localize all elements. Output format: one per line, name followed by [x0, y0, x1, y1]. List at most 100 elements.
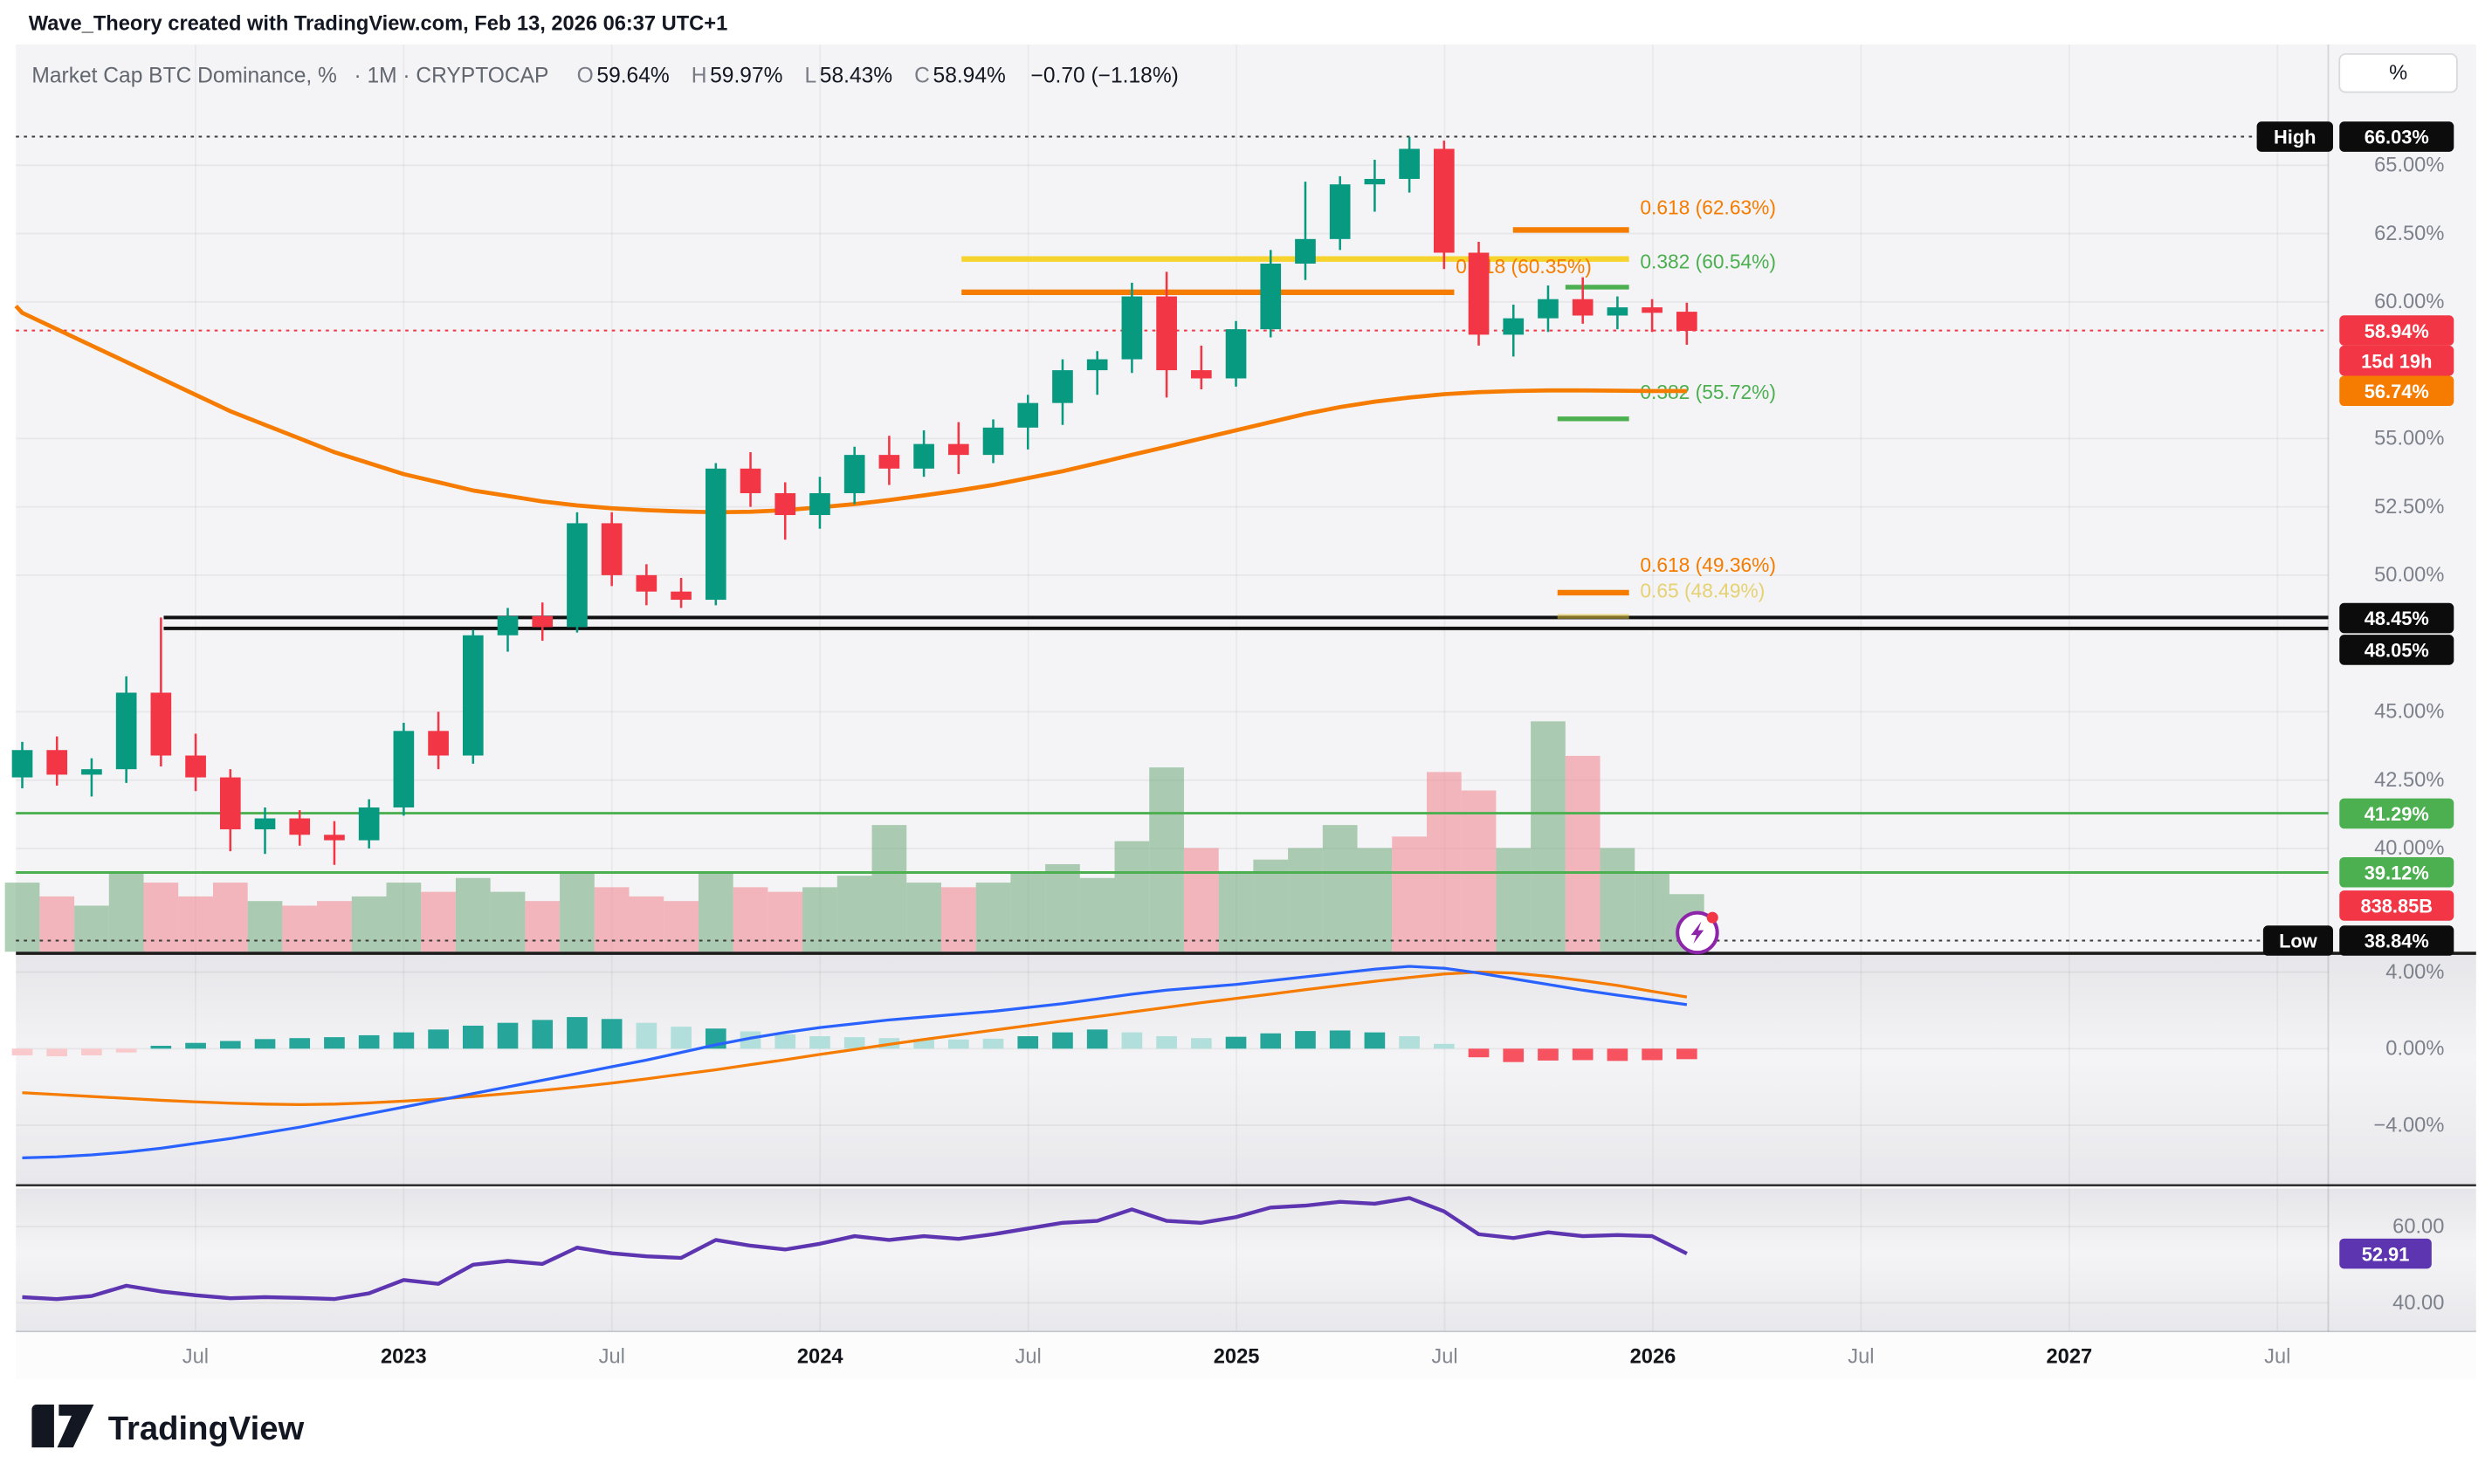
- price-scale-unit-button[interactable]: %: [2338, 52, 2458, 93]
- macd-pane[interactable]: [11, 965, 1697, 1159]
- price-badge-label: 56.74%: [2365, 381, 2429, 402]
- price-tick-label[interactable]: 40.00%: [2374, 837, 2444, 860]
- macd-histogram-bar: [1190, 1038, 1212, 1049]
- unit-button-frame[interactable]: [2338, 52, 2458, 93]
- macd-histogram-bar: [947, 1039, 969, 1049]
- price-tick-label[interactable]: 65.00%: [2374, 155, 2444, 177]
- price-tick-label[interactable]: 45.00%: [2374, 701, 2444, 724]
- price-badge-label: 58.94%: [2365, 320, 2429, 342]
- volume-bar: [1253, 859, 1289, 952]
- macd-histogram-bar: [1121, 1032, 1143, 1049]
- time-axis[interactable]: Jul 2023 Jul 2024 Jul 2025 Jul 2026 Jul 2027 Jul: [182, 1346, 2291, 1369]
- price-badge[interactable]: [2339, 635, 2454, 665]
- boost-icon[interactable]: [1676, 910, 1719, 955]
- tradingview-logo-text: TradingView: [108, 1410, 305, 1447]
- time-axis-label[interactable]: 2025: [1214, 1346, 1260, 1369]
- price-badge[interactable]: [2339, 602, 2454, 634]
- candle-body: [11, 750, 33, 778]
- price-axis[interactable]: 65.00% 62.50% 60.00% 55.00% 52.50% 50.00% 45.0…: [2256, 121, 2454, 1315]
- candle-body: [81, 769, 102, 775]
- volume-bar: [490, 891, 526, 952]
- time-axis-label[interactable]: Jul: [1431, 1346, 1457, 1369]
- price-badge[interactable]: [2339, 798, 2454, 829]
- candle-body: [254, 818, 276, 830]
- price-badge[interactable]: [2339, 375, 2454, 407]
- notification-dot: [1706, 911, 1718, 924]
- macd-histogram-bar: [1607, 1048, 1628, 1061]
- macd-histogram-bar: [1329, 1030, 1351, 1049]
- price-pane-background: [16, 44, 2476, 954]
- macd-histogram-bar: [1572, 1048, 1594, 1061]
- price-badge[interactable]: [2339, 315, 2454, 346]
- volume-bar: [664, 901, 699, 952]
- price-badge[interactable]: [2339, 121, 2454, 152]
- time-axis-label[interactable]: Jul: [182, 1346, 209, 1369]
- time-axis-label[interactable]: 2023: [381, 1346, 427, 1369]
- volume-bar: [768, 891, 803, 952]
- time-axis-label[interactable]: Jul: [1848, 1346, 1874, 1369]
- macd-histogram-bar: [1156, 1036, 1177, 1049]
- volume-bar: [178, 896, 213, 952]
- price-tick-label[interactable]: 52.50%: [2374, 496, 2444, 519]
- fib-level-label: 0.65 (48.49%): [1640, 579, 1765, 601]
- macd-tick-label[interactable]: 0.00%: [2385, 1038, 2444, 1061]
- fib-level-label: 0.382 (60.54%): [1640, 251, 1776, 273]
- volume-bar: [1010, 873, 1046, 952]
- rsi-tick-label[interactable]: 40.00: [2392, 1292, 2444, 1315]
- candle-body: [185, 755, 206, 778]
- open-value: 59.64%: [596, 65, 669, 88]
- volume-bar: [940, 887, 976, 952]
- volume-bar: [282, 905, 318, 952]
- price-badge[interactable]: [2339, 925, 2454, 956]
- candle-body: [497, 615, 519, 636]
- candle-body: [705, 468, 726, 601]
- time-axis-label[interactable]: 2027: [2047, 1346, 2093, 1369]
- candle-body: [358, 807, 380, 841]
- price-badge[interactable]: [2339, 856, 2454, 888]
- time-axis-label[interactable]: Jul: [2264, 1346, 2290, 1369]
- price-tick-label[interactable]: 60.00%: [2374, 291, 2444, 313]
- price-tick-label[interactable]: 55.00%: [2374, 428, 2444, 450]
- price-tick-label[interactable]: 62.50%: [2374, 223, 2444, 245]
- open-label: O: [577, 65, 594, 88]
- volume-bar: [1635, 870, 1669, 952]
- macd-histogram-bar: [671, 1027, 692, 1049]
- macd-histogram-bar: [774, 1034, 796, 1049]
- macd-histogram-bar: [1503, 1048, 1525, 1062]
- rsi-pane[interactable]: [22, 1196, 1688, 1302]
- candle-body: [1538, 299, 1559, 319]
- time-axis-label[interactable]: Jul: [1015, 1346, 1042, 1369]
- volume-bar: [525, 901, 561, 952]
- macd-histogram-bar: [1642, 1048, 1662, 1061]
- volume-bar: [1114, 841, 1150, 952]
- volume-bar: [1357, 848, 1393, 952]
- candle-body: [1503, 318, 1525, 335]
- pane-separators[interactable]: [16, 44, 2476, 1333]
- price-badge[interactable]: [2256, 121, 2333, 152]
- price-badge[interactable]: [2339, 345, 2454, 376]
- macd-histogram-bar: [393, 1032, 415, 1049]
- tradingview-logo[interactable]: TradingView: [31, 1404, 305, 1448]
- price-badge[interactable]: [2262, 925, 2333, 956]
- chart-legend[interactable]: Market Cap BTC Dominance, % · 1M · CRYPT…: [31, 65, 1178, 88]
- time-axis-label[interactable]: 2024: [797, 1346, 843, 1369]
- time-axis-label[interactable]: 2026: [1630, 1346, 1676, 1369]
- rsi-value-badge[interactable]: [2339, 1238, 2432, 1269]
- macd-histogram-bar: [982, 1038, 1004, 1049]
- macd-tick-label[interactable]: 4.00%: [2385, 961, 2444, 984]
- rsi-tick-label[interactable]: 60.00: [2392, 1215, 2444, 1238]
- candle-body: [1190, 370, 1212, 379]
- price-badge[interactable]: [2339, 890, 2454, 921]
- time-axis-label[interactable]: Jul: [599, 1346, 625, 1369]
- price-tick-label[interactable]: 50.00%: [2374, 564, 2444, 587]
- candle-body: [843, 455, 865, 493]
- macd-histogram-bar: [150, 1045, 172, 1049]
- macd-tick-label[interactable]: −4.00%: [2373, 1114, 2444, 1137]
- price-badge-label: 41.29%: [2365, 803, 2429, 825]
- macd-histogram-bar: [1538, 1048, 1559, 1061]
- time-axis-background: [16, 1333, 2476, 1379]
- candle-body: [809, 492, 830, 516]
- price-tick-label[interactable]: 42.50%: [2374, 769, 2444, 792]
- candle-body: [1364, 178, 1386, 185]
